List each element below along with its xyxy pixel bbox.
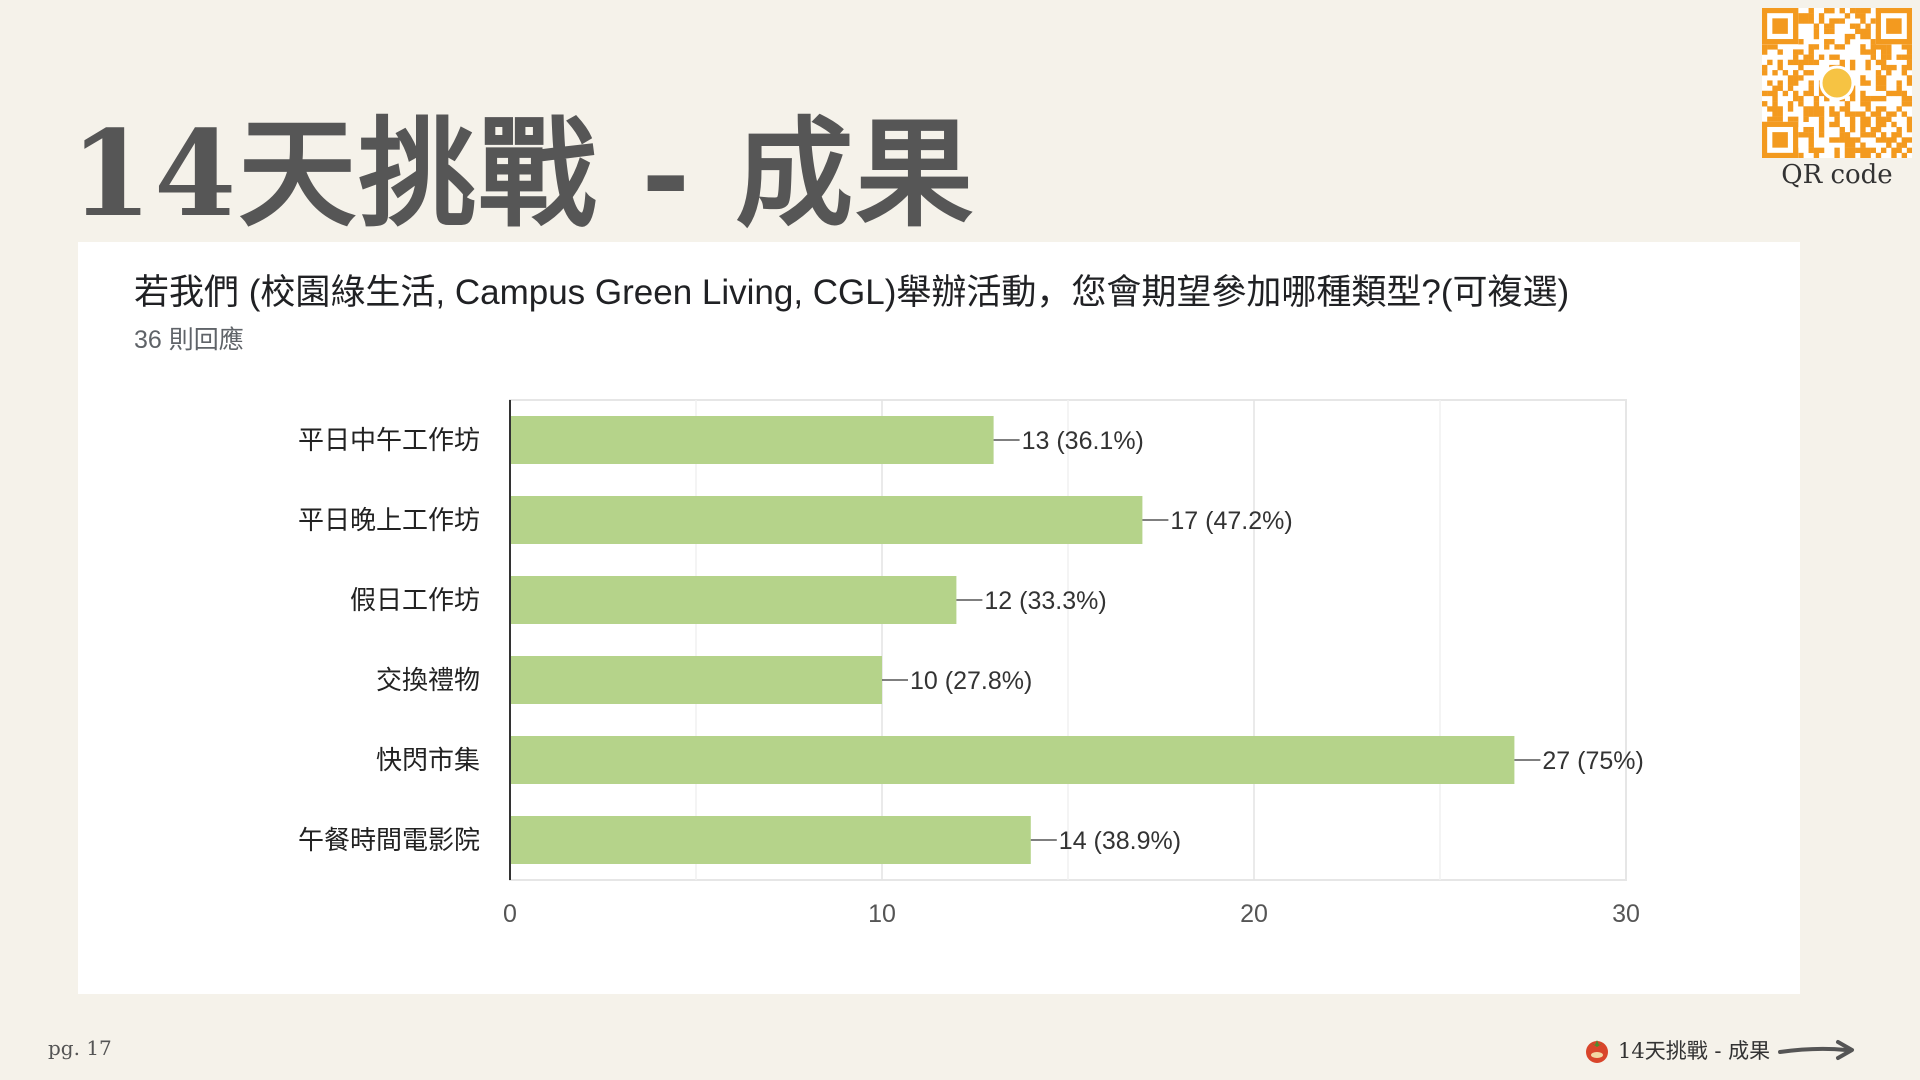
category-label: 平日中午工作坊 bbox=[298, 426, 480, 456]
bar-5 bbox=[510, 816, 1031, 864]
category-label: 快閃市集 bbox=[376, 746, 480, 776]
category-label: 平日晚上工作坊 bbox=[298, 506, 480, 536]
bar-2 bbox=[510, 576, 957, 624]
data-label: 27 (75%) bbox=[1542, 747, 1643, 775]
data-label: 13 (36.1%) bbox=[1022, 427, 1144, 455]
slide-title: 14天挑戰 - 成果 bbox=[70, 104, 976, 243]
category-label: 假日工作坊 bbox=[350, 586, 480, 616]
tomato-logo-icon bbox=[1586, 1040, 1608, 1063]
qr-caption: QR code bbox=[1781, 160, 1893, 190]
chart-title: 若我們 (校園綠生活, Campus Green Living, CGL)舉辦活… bbox=[134, 273, 1570, 312]
page-number: pg. 17 bbox=[48, 1036, 112, 1060]
x-tick-label: 20 bbox=[1240, 900, 1268, 928]
data-label: 12 (33.3%) bbox=[984, 587, 1106, 615]
x-tick-label: 0 bbox=[503, 900, 517, 928]
data-label: 10 (27.8%) bbox=[910, 667, 1032, 695]
data-label: 17 (47.2%) bbox=[1170, 507, 1292, 535]
footer-nav[interactable]: 14天挑戰 - 成果 bbox=[1582, 1030, 1858, 1070]
data-label: 14 (38.9%) bbox=[1059, 827, 1181, 855]
x-tick-label: 10 bbox=[868, 900, 896, 928]
x-tick-label: 30 bbox=[1612, 900, 1640, 928]
bar-3 bbox=[510, 656, 882, 704]
arrow-right-icon[interactable] bbox=[1776, 1035, 1858, 1065]
bar-chart: 平日中午工作坊 13 (36.1%) 平日晚上工作坊 17 (47.2%) 假日工作坊 1… bbox=[298, 399, 1644, 928]
chart-subtitle: 36 則回應 bbox=[134, 326, 244, 354]
footer-label: 14天挑戰 - 成果 bbox=[1618, 1039, 1771, 1063]
qr-code-icon bbox=[1762, 8, 1912, 158]
bar-4 bbox=[510, 736, 1515, 784]
bar-0 bbox=[510, 416, 994, 464]
category-label: 午餐時間電影院 bbox=[298, 826, 480, 856]
bar-1 bbox=[510, 496, 1143, 544]
category-label: 交換禮物 bbox=[376, 666, 480, 696]
chart-panel: 若我們 (校園綠生活, Campus Green Living, CGL)舉辦活… bbox=[78, 242, 1800, 994]
